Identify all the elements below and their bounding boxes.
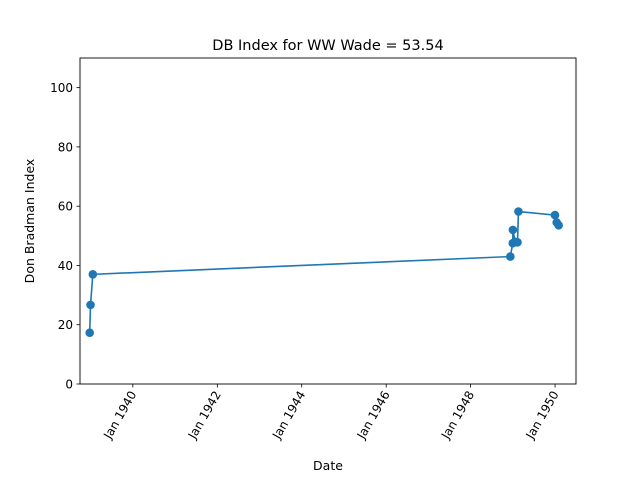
y-axis-label: Don Bradman Index xyxy=(22,159,37,284)
data-point xyxy=(88,270,98,279)
data-point xyxy=(506,252,515,261)
data-point xyxy=(513,238,522,247)
chart-title: DB Index for WW Wade = 53.54 xyxy=(212,38,443,54)
y-tick-label: 100 xyxy=(50,81,73,95)
x-axis-label: Date xyxy=(313,458,343,473)
data-point xyxy=(508,225,518,235)
y-axis: 0 20 40 60 80 100 xyxy=(50,81,80,392)
plot-area xyxy=(80,58,576,384)
data-point xyxy=(550,210,560,220)
data-point xyxy=(554,221,563,230)
series-layer xyxy=(85,207,563,338)
data-point xyxy=(514,207,523,216)
plot-frame xyxy=(79,57,577,385)
y-tick-label: 60 xyxy=(58,200,73,214)
y-tick-label: 0 xyxy=(65,378,73,392)
y-tick-label: 40 xyxy=(58,259,73,273)
data-point xyxy=(85,328,95,338)
data-point xyxy=(86,300,95,310)
y-tick-label: 80 xyxy=(58,140,73,154)
y-tick-label: 20 xyxy=(58,318,73,332)
